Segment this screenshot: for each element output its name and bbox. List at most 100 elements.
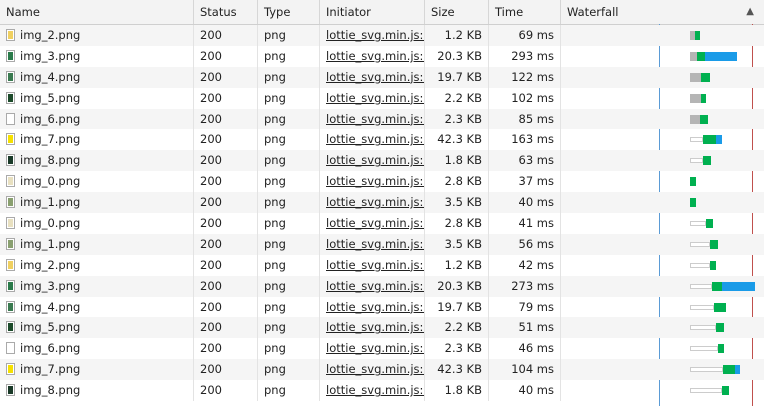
waterfall-bar[interactable] [0, 297, 764, 318]
cell-size: 19.7 KB [425, 66, 489, 88]
cell-status: 200 [194, 338, 258, 360]
table-row[interactable]: img_7.png 200 png lottie_svg.min.js:1 42.3 K… [0, 359, 764, 381]
column-header-waterfall[interactable]: Waterfall ▲ [561, 0, 764, 24]
cell-type: png [258, 275, 320, 297]
column-header-name[interactable]: Name [0, 0, 194, 24]
cell-initiator[interactable]: lottie_svg.min.js:1 [320, 150, 425, 172]
table-row[interactable]: img_3.png 200 png lottie_svg.min.js:1 20.3 K… [0, 275, 764, 297]
cell-status: 200 [194, 171, 258, 193]
table-row[interactable]: img_3.png 200 png lottie_svg.min.js:1 20.3 K… [0, 45, 764, 67]
cell-name: img_6.png [0, 338, 194, 360]
cell-initiator[interactable]: lottie_svg.min.js:1 [320, 233, 425, 255]
cell-status: 200 [194, 129, 258, 151]
waterfall-stalled-segment [690, 114, 700, 124]
cell-name: img_1.png [0, 233, 194, 255]
table-row[interactable]: img_4.png 200 png lottie_svg.min.js:1 19.7 K… [0, 296, 764, 318]
table-header: Name Status Type Initiator Size Time Wat… [0, 0, 764, 25]
column-header-status[interactable]: Status [194, 0, 258, 24]
waterfall-bar[interactable] [0, 380, 764, 401]
image-file-icon [6, 258, 15, 271]
waterfall-bar[interactable] [0, 338, 764, 359]
cell-name: img_8.png [0, 150, 194, 172]
cell-initiator[interactable]: lottie_svg.min.js:1 [320, 171, 425, 193]
waterfall-bar[interactable] [0, 234, 764, 255]
image-file-icon [6, 133, 15, 146]
cell-initiator[interactable]: lottie_svg.min.js:1 [320, 192, 425, 214]
table-row[interactable]: img_8.png 200 png lottie_svg.min.js:1 1.8 KB… [0, 150, 764, 172]
table-row[interactable]: img_5.png 200 png lottie_svg.min.js:1 2.2 KB… [0, 87, 764, 109]
file-name: img_3.png [20, 48, 81, 63]
cell-size: 2.8 KB [425, 171, 489, 193]
cell-time: 85 ms [489, 108, 561, 130]
waterfall-stalled-segment [690, 241, 710, 247]
cell-initiator[interactable]: lottie_svg.min.js:1 [320, 380, 425, 402]
table-row[interactable]: img_2.png 200 png lottie_svg.min.js:1 1.2 KB… [0, 254, 764, 276]
table-row[interactable]: img_4.png 200 png lottie_svg.min.js:1 19.7 K… [0, 66, 764, 88]
cell-initiator[interactable]: lottie_svg.min.js:1 [320, 66, 425, 88]
waterfall-bar[interactable] [0, 88, 764, 109]
cell-initiator[interactable]: lottie_svg.min.js:1 [320, 275, 425, 297]
cell-initiator[interactable]: lottie_svg.min.js:1 [320, 296, 425, 318]
waterfall-bar[interactable] [0, 192, 764, 213]
cell-initiator[interactable]: lottie_svg.min.js:1 [320, 317, 425, 339]
table-row[interactable]: img_7.png 200 png lottie_svg.min.js:1 42.3 K… [0, 129, 764, 151]
waterfall-bar[interactable] [0, 171, 764, 192]
waterfall-bar[interactable] [0, 213, 764, 234]
table-row[interactable]: img_5.png 200 png lottie_svg.min.js:1 2.2 KB… [0, 317, 764, 339]
image-file-icon [6, 279, 15, 292]
table-row[interactable]: img_0.png 200 png lottie_svg.min.js:1 2.8 KB… [0, 213, 764, 234]
waterfall-waiting-segment [710, 260, 716, 270]
sort-ascending-icon[interactable]: ▲ [746, 6, 754, 17]
table-row[interactable]: img_6.png 200 png lottie_svg.min.js:1 2.3 KB… [0, 338, 764, 360]
column-header-size[interactable]: Size [425, 0, 489, 24]
cell-status: 200 [194, 380, 258, 402]
waterfall-bar[interactable] [0, 276, 764, 297]
cell-size: 20.3 KB [425, 45, 489, 67]
cell-type: png [258, 87, 320, 109]
table-row[interactable]: img_8.png 200 png lottie_svg.min.js:1 1.8 KB… [0, 380, 764, 402]
waterfall-waiting-segment [690, 177, 696, 187]
cell-initiator[interactable]: lottie_svg.min.js:1 [320, 25, 425, 46]
waterfall-stalled-segment [690, 304, 714, 310]
cell-status: 200 [194, 87, 258, 109]
cell-status: 200 [194, 359, 258, 381]
cell-time: 46 ms [489, 338, 561, 360]
waterfall-bar[interactable] [0, 129, 764, 150]
waterfall-stalled-segment [690, 283, 712, 289]
waterfall-bar[interactable] [0, 255, 764, 276]
table-row[interactable]: img_0.png 200 png lottie_svg.min.js:1 2.8 KB… [0, 171, 764, 193]
cell-initiator[interactable]: lottie_svg.min.js:1 [320, 359, 425, 381]
column-header-initiator[interactable]: Initiator [320, 0, 425, 24]
image-file-icon [6, 154, 15, 167]
waterfall-bar[interactable] [0, 46, 764, 67]
column-header-time[interactable]: Time [489, 0, 561, 24]
image-file-icon [6, 217, 15, 230]
waterfall-bar[interactable] [0, 109, 764, 130]
table-row[interactable]: img_1.png 200 png lottie_svg.min.js:1 3.5 KB… [0, 233, 764, 255]
cell-size: 42.3 KB [425, 129, 489, 151]
file-name: img_7.png [20, 132, 81, 147]
table-row[interactable]: img_6.png 200 png lottie_svg.min.js:1 2.3 KB… [0, 108, 764, 130]
table-row[interactable]: img_2.png 200 png lottie_svg.min.js:1 1.2 KB… [0, 25, 764, 46]
waterfall-waiting-segment [703, 135, 716, 145]
waterfall-bar[interactable] [0, 67, 764, 88]
waterfall-bar[interactable] [0, 359, 764, 380]
table-row[interactable]: img_1.png 200 png lottie_svg.min.js:1 3.5 KB… [0, 192, 764, 214]
waterfall-bar[interactable] [0, 150, 764, 171]
cell-initiator[interactable]: lottie_svg.min.js:1 [320, 87, 425, 109]
cell-name: img_1.png [0, 192, 194, 214]
cell-initiator[interactable]: lottie_svg.min.js:1 [320, 338, 425, 360]
cell-initiator[interactable]: lottie_svg.min.js:1 [320, 213, 425, 234]
cell-initiator[interactable]: lottie_svg.min.js:1 [320, 108, 425, 130]
file-name: img_0.png [20, 216, 81, 231]
cell-initiator[interactable]: lottie_svg.min.js:1 [320, 45, 425, 67]
cell-time: 293 ms [489, 45, 561, 67]
cell-type: png [258, 233, 320, 255]
cell-initiator[interactable]: lottie_svg.min.js:1 [320, 129, 425, 151]
cell-initiator[interactable]: lottie_svg.min.js:1 [320, 254, 425, 276]
waterfall-bar[interactable] [0, 317, 764, 338]
column-header-type[interactable]: Type [258, 0, 320, 24]
waterfall-bar[interactable] [0, 25, 764, 46]
image-file-icon [6, 300, 15, 313]
